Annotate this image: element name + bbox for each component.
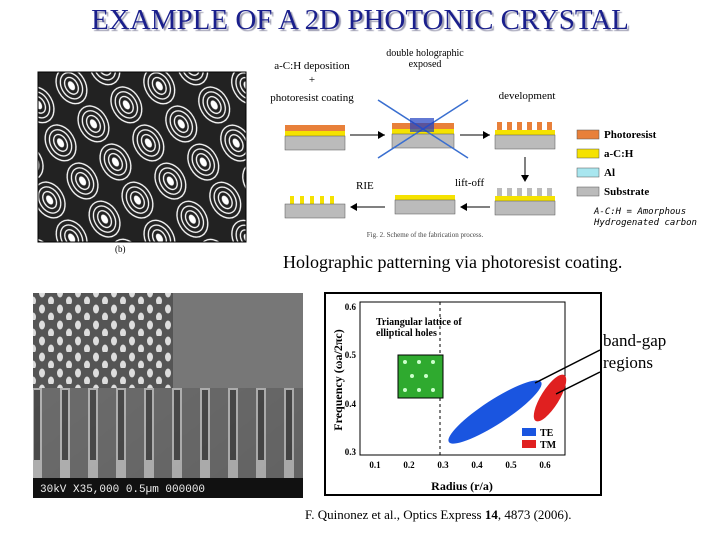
sem-image: 30kV X35,000 0.5µm 000000 <box>33 293 303 498</box>
step-label: double holographic exposed <box>386 48 464 70</box>
y-tick-label: 0.6 <box>345 302 357 312</box>
step-label-box: double holographic exposed <box>386 48 464 70</box>
inset-label-box: Triangular lattice of elliptical holes <box>376 317 462 339</box>
x-tick-label: 0.5 <box>505 460 517 470</box>
y-tick-label: 0.3 <box>345 447 357 457</box>
inset-label: Triangular lattice of elliptical holes <box>376 317 462 339</box>
x-tick-label: 0.6 <box>539 460 551 470</box>
x-tick-label: 0.1 <box>369 460 381 470</box>
step-label: photoresist coating <box>270 92 354 104</box>
step-label: lift-off <box>455 177 484 189</box>
y-tick-label: 0.4 <box>345 399 357 409</box>
y-tick-label: 0.5 <box>345 350 357 360</box>
citation: F. Quinonez et al., Optics Express 14, 4… <box>305 507 572 523</box>
citation-text: , 4873 (2006). <box>497 507 572 522</box>
legend-label: TM <box>540 440 557 451</box>
band-graph: 0.1 0.2 0.3 0.4 0.5 0.6 0.3 0.4 0.5 0.6 … <box>324 292 602 496</box>
step-label: a-C:H deposition <box>274 60 350 72</box>
contour-image <box>37 71 247 243</box>
fabrication-scheme: a-C:H deposition + photoresist coating d… <box>255 48 590 240</box>
citation-text: F. Quinonez et al., Optics Express <box>305 507 485 522</box>
legend-label: a-C:H <box>604 148 634 160</box>
title: EXAMPLE OF A 2D PHOTONIC CRYSTAL <box>91 4 629 36</box>
x-axis-label: Radius (r/a) <box>431 479 493 493</box>
legend-label: Al <box>604 167 615 179</box>
step-label: development <box>499 90 556 102</box>
x-tick-label: 0.4 <box>471 460 483 470</box>
annotation: band-gap regions <box>603 331 667 372</box>
step-label: + <box>309 74 315 86</box>
scheme-legend: Photoresist a-C:H Al Substrate <box>576 129 657 198</box>
sem-info: 30kV X35,000 0.5µm 000000 <box>40 484 205 496</box>
note: A-C:H = Amorphous Hydrogenated carbon <box>594 207 697 228</box>
legend-label: TE <box>540 428 554 439</box>
legend-label: Photoresist <box>604 129 657 141</box>
caption: Holographic patterning via photoresist c… <box>283 252 623 272</box>
figure-label: (b) <box>115 244 126 254</box>
scheme-caption: Fig. 2. Scheme of the fabrication proces… <box>367 231 484 239</box>
x-tick-label: 0.3 <box>437 460 449 470</box>
citation-volume: 14 <box>484 507 498 522</box>
x-tick-label: 0.2 <box>403 460 415 470</box>
legend-label: Substrate <box>604 186 649 198</box>
step-label: RIE <box>356 180 374 192</box>
y-axis-label: Frequency (ωa/2πc) <box>331 329 345 430</box>
